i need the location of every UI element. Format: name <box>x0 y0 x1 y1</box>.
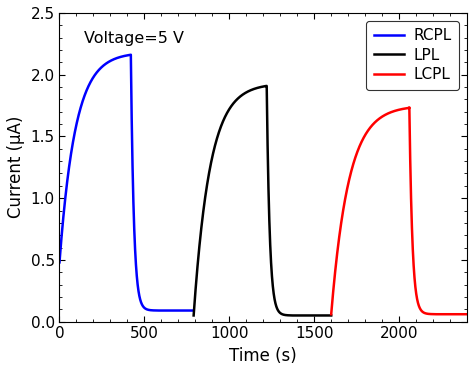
LCPL <box>464 312 470 317</box>
Line: RCPL: RCPL <box>59 55 194 311</box>
RCPL <box>152 308 157 313</box>
Line: LCPL: LCPL <box>331 108 467 314</box>
LPL <box>244 90 249 94</box>
RCPL <box>191 308 197 313</box>
LCPL <box>352 157 357 161</box>
Line: LPL: LPL <box>194 86 331 315</box>
LPL <box>215 135 220 139</box>
Y-axis label: Current (μA): Current (μA) <box>7 116 25 218</box>
LPL <box>264 84 270 88</box>
LPL <box>326 313 331 318</box>
RCPL <box>56 260 62 264</box>
LCPL <box>462 312 467 317</box>
LCPL <box>407 105 412 110</box>
RCPL <box>188 308 194 313</box>
RCPL <box>80 99 86 103</box>
X-axis label: Time (s): Time (s) <box>229 347 297 365</box>
RCPL <box>174 308 180 313</box>
LPL <box>249 87 255 92</box>
LCPL <box>447 312 453 317</box>
RCPL <box>72 130 78 135</box>
LPL <box>311 313 317 318</box>
LCPL <box>328 312 334 317</box>
LPL <box>328 313 334 318</box>
LCPL <box>344 189 349 193</box>
Text: Voltage=5 V: Voltage=5 V <box>84 32 184 46</box>
LCPL <box>381 114 386 118</box>
LCPL <box>386 111 392 115</box>
RCPL <box>114 56 119 60</box>
RCPL <box>128 52 134 57</box>
LPL <box>191 313 197 318</box>
RCPL <box>108 58 114 63</box>
Legend: RCPL, LPL, LCPL: RCPL, LPL, LCPL <box>366 20 459 90</box>
LPL <box>207 169 212 174</box>
